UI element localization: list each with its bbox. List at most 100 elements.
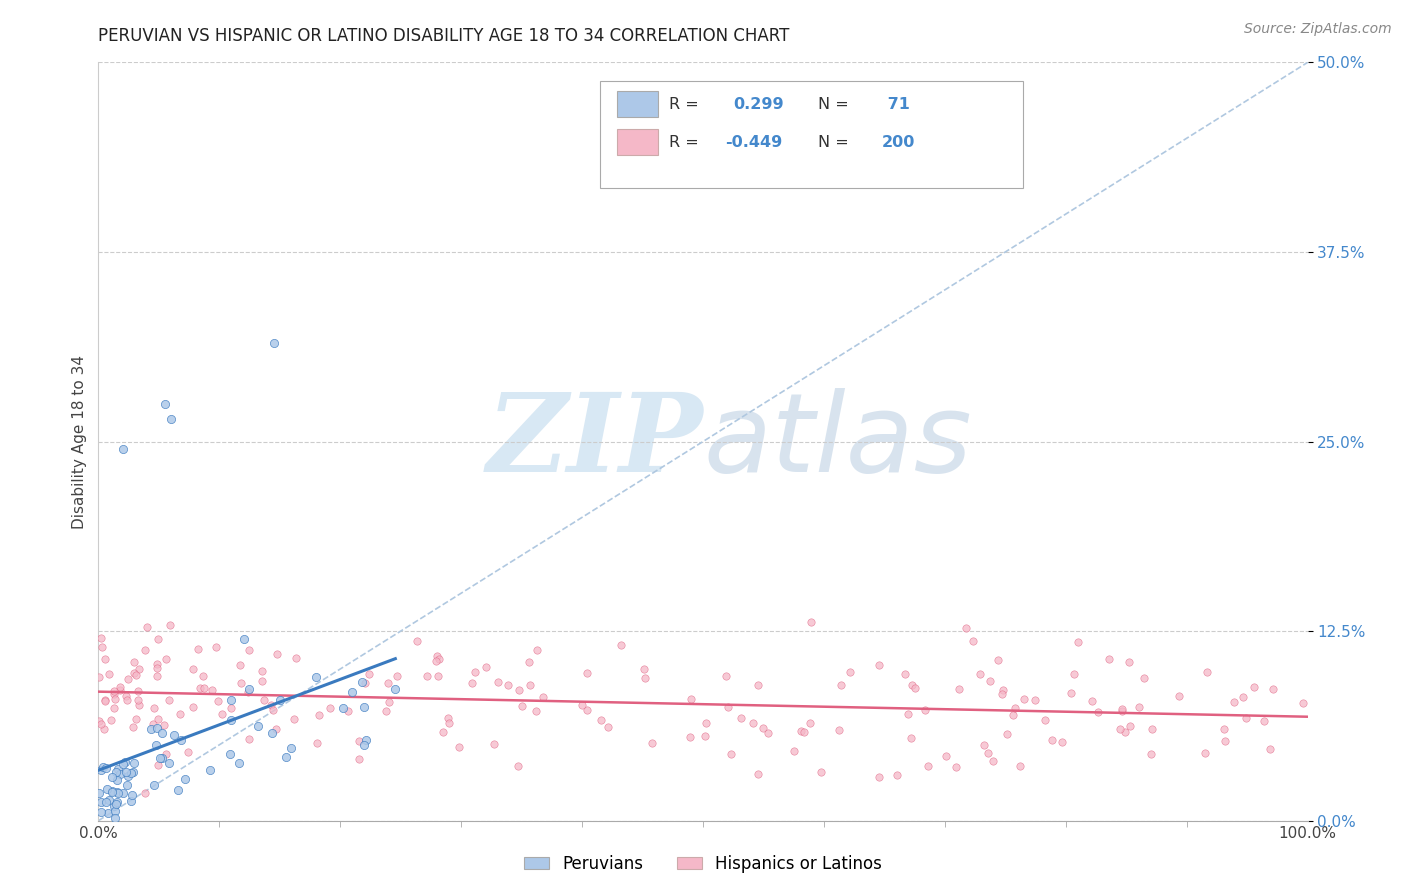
- Point: [1004, 700, 1026, 714]
- Point: [187, 641, 209, 656]
- Point: [591, 714, 613, 728]
- Point: [89, 787, 111, 801]
- Point: [357, 666, 380, 681]
- Point: [117, 769, 139, 783]
- Point: [783, 744, 806, 758]
- Point: [238, 732, 260, 747]
- Point: [114, 755, 136, 769]
- Point: [219, 713, 242, 727]
- Point: [145, 738, 167, 752]
- Point: [828, 723, 851, 737]
- Point: [482, 737, 505, 751]
- Text: -0.449: -0.449: [724, 135, 782, 150]
- Point: [259, 698, 281, 712]
- Point: [377, 676, 399, 690]
- Point: [1232, 690, 1254, 704]
- Point: [149, 751, 172, 765]
- Point: [575, 665, 598, 680]
- Text: R =: R =: [669, 96, 704, 112]
- Point: [714, 669, 737, 683]
- Point: [122, 720, 145, 734]
- Point: [1033, 714, 1056, 728]
- Point: [263, 335, 285, 350]
- Point: [426, 649, 449, 664]
- Point: [276, 750, 298, 764]
- Point: [405, 633, 427, 648]
- Point: [1111, 704, 1133, 718]
- Point: [461, 676, 484, 690]
- Point: [246, 719, 269, 733]
- Point: [114, 689, 136, 703]
- Point: [730, 711, 752, 725]
- Point: [167, 782, 190, 797]
- Text: 0.299: 0.299: [734, 96, 785, 112]
- Point: [800, 615, 823, 629]
- Point: [810, 764, 832, 779]
- Point: [901, 678, 924, 692]
- Point: [979, 674, 1001, 689]
- Point: [157, 693, 180, 707]
- Point: [384, 681, 406, 696]
- Point: [519, 678, 541, 692]
- Point: [211, 707, 233, 722]
- Point: [153, 396, 176, 410]
- Point: [1012, 692, 1035, 706]
- Point: [201, 682, 224, 697]
- Point: [232, 632, 254, 646]
- Point: [1195, 665, 1218, 679]
- Point: [839, 665, 862, 679]
- Point: [319, 700, 342, 714]
- Point: [596, 720, 619, 734]
- Point: [155, 652, 177, 666]
- Point: [111, 442, 134, 457]
- Point: [105, 797, 128, 811]
- Point: [486, 675, 509, 690]
- Point: [142, 778, 165, 792]
- Point: [1118, 655, 1140, 669]
- Point: [108, 766, 131, 780]
- Point: [122, 656, 145, 670]
- Point: [122, 765, 145, 780]
- Point: [575, 703, 598, 717]
- Point: [152, 718, 174, 732]
- Text: atlas: atlas: [703, 388, 972, 495]
- Point: [219, 701, 242, 715]
- Point: [90, 631, 112, 645]
- Point: [269, 693, 291, 707]
- Point: [1010, 759, 1032, 773]
- Point: [128, 662, 150, 676]
- Point: [193, 681, 215, 695]
- Point: [464, 665, 486, 679]
- Text: ZIP: ZIP: [486, 388, 703, 495]
- Point: [266, 722, 288, 736]
- Point: [97, 667, 120, 681]
- Point: [496, 678, 519, 692]
- Point: [177, 745, 200, 759]
- Point: [121, 789, 143, 803]
- Point: [1243, 680, 1265, 694]
- Point: [91, 760, 114, 774]
- Point: [260, 726, 283, 740]
- Point: [917, 758, 939, 772]
- Text: PERUVIAN VS HISPANIC OR LATINO DISABILITY AGE 18 TO 34 CORRELATION CHART: PERUVIAN VS HISPANIC OR LATINO DISABILIT…: [98, 27, 790, 45]
- Point: [1261, 681, 1284, 696]
- Point: [145, 661, 167, 675]
- Point: [120, 766, 142, 780]
- Point: [1114, 724, 1136, 739]
- Point: [150, 751, 173, 765]
- Point: [94, 693, 117, 707]
- Point: [385, 669, 408, 683]
- Point: [250, 674, 273, 689]
- Point: [935, 749, 957, 764]
- Point: [101, 785, 124, 799]
- Point: [1050, 735, 1073, 749]
- Point: [415, 669, 437, 683]
- Point: [181, 699, 204, 714]
- Point: [977, 746, 1000, 760]
- Point: [991, 683, 1014, 698]
- Point: [280, 740, 302, 755]
- Point: [148, 758, 170, 772]
- Point: [111, 756, 134, 771]
- Point: [1212, 722, 1234, 736]
- Point: [87, 714, 110, 728]
